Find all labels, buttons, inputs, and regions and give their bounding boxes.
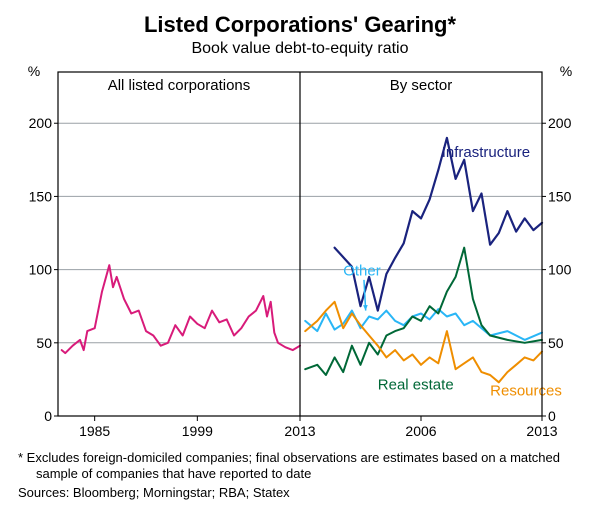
svg-text:200: 200 (29, 115, 53, 131)
svg-text:%: % (28, 64, 40, 79)
chart-svg: Infrastructure Other Real estate Resources A… (12, 64, 588, 444)
svg-text:2006: 2006 (405, 423, 436, 439)
svg-text:%: % (560, 64, 572, 79)
chart-area: Infrastructure Other Real estate Resources A… (12, 64, 588, 444)
svg-text:150: 150 (29, 188, 53, 204)
chart-subtitle: Book value debt-to-equity ratio (12, 40, 588, 58)
chart-footnote: * Excludes foreign-domiciled companies; … (12, 450, 588, 483)
svg-text:0: 0 (548, 408, 556, 424)
svg-text:150: 150 (548, 188, 572, 204)
svg-text:By sector: By sector (390, 77, 453, 94)
svg-text:50: 50 (548, 335, 564, 351)
svg-text:1999: 1999 (182, 423, 213, 439)
svg-text:Other: Other (343, 262, 381, 279)
svg-text:100: 100 (29, 262, 53, 278)
svg-text:200: 200 (548, 115, 572, 131)
svg-text:2013: 2013 (284, 423, 315, 439)
svg-text:1985: 1985 (79, 423, 110, 439)
svg-text:Infrastructure: Infrastructure (442, 144, 530, 161)
svg-text:50: 50 (36, 335, 52, 351)
svg-text:100: 100 (548, 262, 572, 278)
svg-text:All listed corporations: All listed corporations (108, 77, 251, 94)
chart-title: Listed Corporations' Gearing* (12, 12, 588, 38)
svg-text:Real estate: Real estate (378, 377, 454, 394)
svg-text:Resources: Resources (490, 383, 562, 400)
chart-sources: Sources: Bloomberg; Morningstar; RBA; St… (12, 485, 588, 500)
svg-text:2013: 2013 (526, 423, 557, 439)
svg-text:0: 0 (44, 408, 52, 424)
